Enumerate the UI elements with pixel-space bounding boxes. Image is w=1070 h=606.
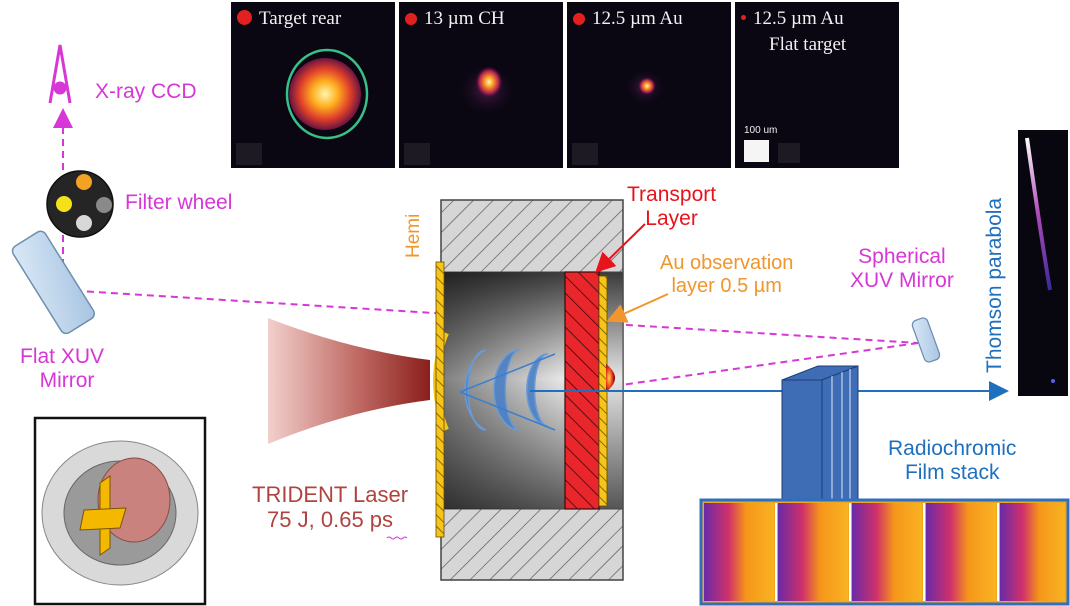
- wave-fronts: [464, 349, 549, 431]
- xray-path-return: [599, 342, 919, 389]
- scale-bar: [744, 140, 769, 162]
- rcf-image-strip: [699, 498, 1070, 606]
- target-inset: [33, 416, 207, 606]
- xray-ccd-icon: [48, 44, 72, 104]
- flat-mirror-label: Flat XUV Mirror: [20, 345, 105, 393]
- xray-ccd-label: X-ray CCD: [95, 80, 197, 103]
- au-obs-arrow: [606, 293, 669, 323]
- transport-layer-label: Transport Layer: [627, 183, 717, 231]
- panel-dot-icon: [405, 13, 417, 25]
- hemi-label: Hemi: [403, 213, 424, 258]
- rcf-stack-icon: [781, 365, 859, 521]
- image-panel-2: [399, 2, 563, 168]
- panel-subtitle-4: Flat target: [769, 34, 847, 55]
- laser-label: TRIDENT Laser 75 J, 0.65 ps: [252, 482, 409, 533]
- spherical-mirror-label: Spherical XUV Mirror: [850, 245, 954, 293]
- image-panel-4: [735, 2, 899, 168]
- panel-dot-icon: [741, 15, 746, 20]
- image-panel-1: [231, 2, 395, 168]
- panel-title-3: 12.5 µm Au: [573, 8, 683, 30]
- filter-wheel-label: Filter wheel: [125, 191, 233, 214]
- flat-xuv-mirror: [11, 230, 95, 335]
- image-panel-3: [567, 2, 731, 168]
- panel-title-1: Target rear: [237, 8, 341, 30]
- laser-beam: [268, 318, 430, 444]
- thomson-parabola-label: Thomson parabola: [983, 197, 1006, 373]
- xray-path-horizontal: [62, 289, 919, 344]
- rcf-label: Radiochromic Film stack: [888, 437, 1017, 485]
- panel-title-2: 13 µm CH: [405, 8, 505, 30]
- au-observation-label: Au observation layer 0.5 µm: [660, 252, 794, 297]
- spherical-xuv-mirror: [911, 317, 941, 363]
- panel-dot-icon: [237, 10, 252, 25]
- thomson-parabola-image: [1018, 130, 1068, 396]
- scale-bar-label: 100 um: [744, 125, 778, 136]
- panel-title-4: 12.5 µm Au: [741, 8, 844, 30]
- filter-wheel-icon: [46, 170, 114, 238]
- panel-dot-icon: [573, 13, 585, 25]
- transport-arrow: [595, 223, 646, 273]
